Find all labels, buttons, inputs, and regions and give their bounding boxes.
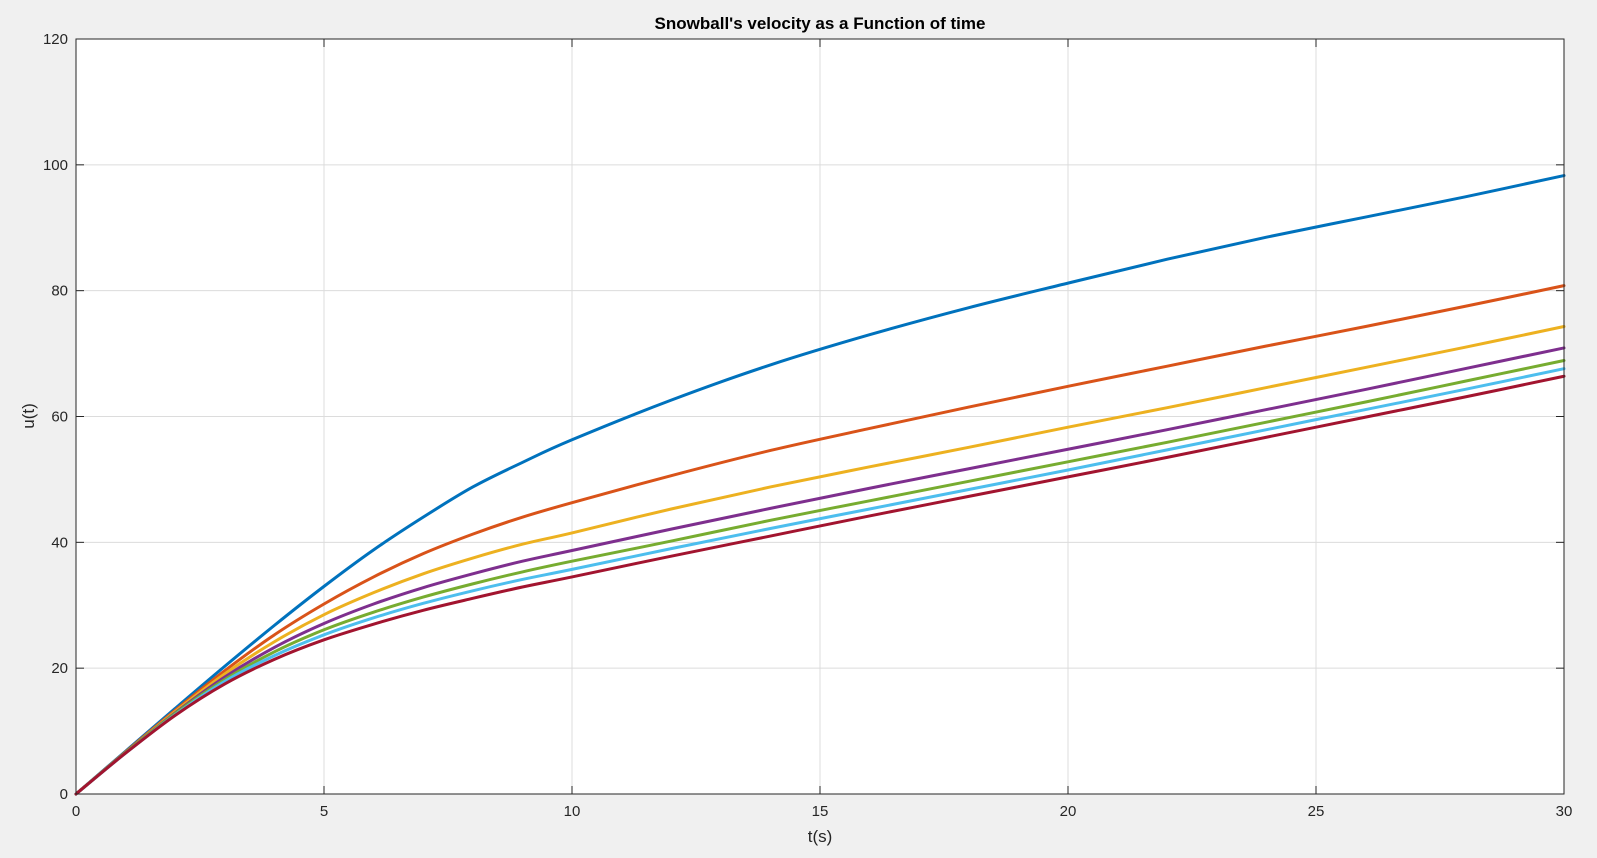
x-tick-label: 20	[1060, 803, 1077, 820]
x-tick-label: 10	[564, 803, 581, 820]
series-line-7	[74, 374, 1566, 796]
y-tick-label: 20	[51, 660, 68, 677]
y-tick-label: 0	[60, 786, 68, 803]
tick-labels: 0 5 10 15 20 25 30 0 20 40 60 80 100 120	[43, 31, 1572, 820]
series-line-1	[74, 174, 1566, 796]
grid	[76, 39, 1564, 794]
y-tick-label: 60	[51, 409, 68, 426]
series-line-4	[74, 346, 1566, 796]
series-layer	[74, 174, 1566, 796]
x-tick-label: 30	[1556, 803, 1573, 820]
series-line-3	[74, 325, 1566, 796]
x-tick-label: 0	[72, 803, 80, 820]
x-tick-label: 5	[320, 803, 328, 820]
x-tick-label: 25	[1308, 803, 1325, 820]
chart-title: Snowball's velocity as a Function of tim…	[655, 14, 986, 33]
ticks	[75, 38, 1565, 795]
x-axis-label: t(s)	[808, 827, 833, 846]
x-tick-label: 15	[812, 803, 829, 820]
series-line-2	[74, 284, 1566, 796]
y-tick-label: 80	[51, 283, 68, 300]
series-line-5	[74, 359, 1566, 796]
y-axis-label: u(t)	[19, 403, 38, 429]
series-line-6	[74, 367, 1566, 796]
y-tick-label: 40	[51, 534, 68, 551]
y-tick-label: 100	[43, 157, 68, 174]
y-tick-label: 120	[43, 31, 68, 48]
